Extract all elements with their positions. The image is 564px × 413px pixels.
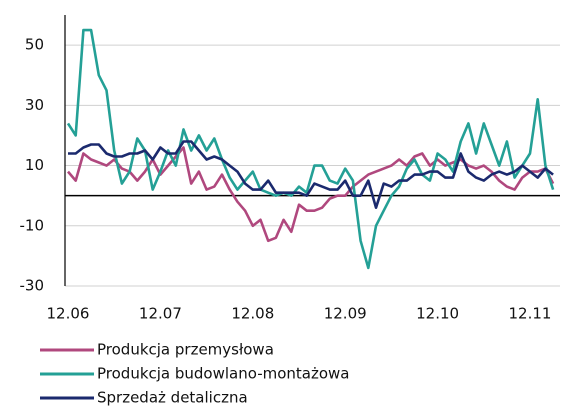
y-tick-label: 30 <box>25 96 44 114</box>
y-tick-label: -10 <box>20 216 45 234</box>
x-tick-label: 12.10 <box>416 305 459 323</box>
y-tick-label: 10 <box>25 156 44 174</box>
series-line <box>66 28 555 270</box>
legend-label: Sprzedaż detaliczna <box>97 389 248 407</box>
x-tick-label: 12.07 <box>139 305 182 323</box>
legend-label: Produkcja budowlano-montażowa <box>97 365 350 383</box>
x-tick-label: 12.09 <box>324 305 367 323</box>
series-line <box>68 140 554 209</box>
x-tick-label: 12.11 <box>509 305 552 323</box>
y-tick-label: -30 <box>20 277 45 295</box>
legend-label: Produkcja przemysłowa <box>97 341 274 359</box>
x-tick-label: 12.08 <box>231 305 274 323</box>
series-line <box>67 146 555 243</box>
y-tick-label: 50 <box>25 36 44 54</box>
x-tick-label: 12.06 <box>47 305 90 323</box>
